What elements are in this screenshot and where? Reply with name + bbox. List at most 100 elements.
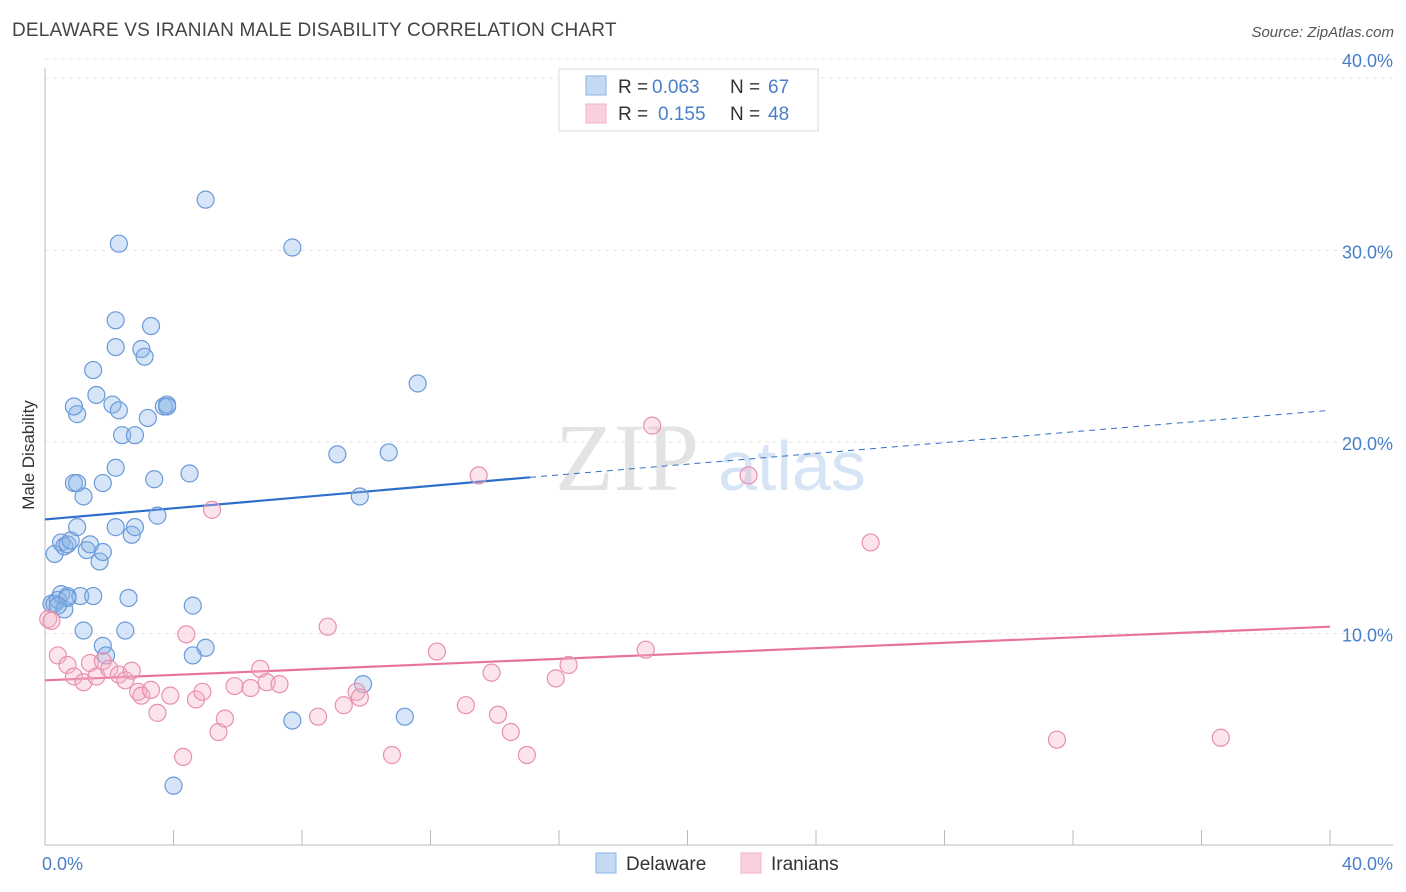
delaware-point-12 bbox=[68, 518, 87, 537]
iranians-point-31 bbox=[318, 617, 337, 636]
delaware-point-63 bbox=[48, 596, 67, 615]
delaware-point-66 bbox=[157, 397, 177, 416]
legend-r-label-2: R = bbox=[618, 104, 648, 125]
delaware-point-38 bbox=[135, 347, 154, 366]
iranians-point-11 bbox=[116, 671, 135, 690]
delaware-point-6 bbox=[45, 544, 64, 564]
delaware-point-60 bbox=[408, 374, 427, 393]
iranians-point-1 bbox=[42, 611, 61, 631]
bottom-legend: Delaware Iranians bbox=[595, 852, 839, 875]
iranians-point-43 bbox=[546, 669, 565, 688]
iranians-point-42 bbox=[517, 745, 536, 765]
delaware-point-20 bbox=[93, 473, 112, 493]
delaware-point-28 bbox=[109, 401, 128, 420]
iranians-point-49 bbox=[1047, 730, 1067, 749]
delaware-point-18 bbox=[87, 385, 106, 405]
iranians-point-40 bbox=[488, 705, 508, 724]
delaware-trend-extension bbox=[530, 409, 1331, 478]
legend-n-label-2: N = bbox=[730, 104, 760, 125]
delaware-point-51 bbox=[109, 234, 128, 253]
delaware-point-45 bbox=[164, 776, 183, 795]
chart-title: DELAWARE VS IRANIAN MALE DISABILITY CORR… bbox=[12, 20, 617, 41]
iranians-point-33 bbox=[347, 682, 366, 701]
iranians-point-38 bbox=[469, 466, 488, 485]
iranians-point-25 bbox=[225, 676, 244, 696]
y-axis-title: Male Disability bbox=[19, 400, 38, 510]
iranians-point-0 bbox=[39, 609, 58, 629]
delaware-point-41 bbox=[145, 470, 164, 489]
delaware-point-52 bbox=[106, 311, 125, 330]
bottom-legend-swatch-delaware bbox=[595, 852, 617, 874]
legend-r-value-2: 0.155 bbox=[658, 104, 706, 125]
chart-source: Source: ZipAtlas.com bbox=[1251, 24, 1394, 41]
delaware-point-65 bbox=[68, 473, 87, 493]
iranians-point-48 bbox=[861, 533, 880, 552]
bottom-legend-swatch-iranians bbox=[740, 852, 762, 874]
iranians-point-16 bbox=[148, 703, 167, 722]
watermark-zip: ZIP bbox=[555, 404, 699, 511]
iranians-point-47 bbox=[739, 466, 758, 485]
delaware-point-62 bbox=[58, 588, 77, 608]
iranians-point-34 bbox=[350, 688, 369, 707]
delaware-point-23 bbox=[64, 397, 84, 416]
iranians-point-30 bbox=[308, 707, 328, 726]
delaware-point-61 bbox=[74, 621, 93, 640]
x-tick-label-0: 0.0% bbox=[42, 854, 83, 874]
delaware-point-46 bbox=[180, 464, 199, 483]
x-tick-label-1: 40.0% bbox=[1342, 854, 1393, 874]
delaware-point-32 bbox=[116, 621, 135, 640]
iranians-point-17 bbox=[161, 686, 180, 705]
delaware-point-33 bbox=[119, 588, 138, 608]
iranians-point-44 bbox=[559, 655, 578, 675]
iranians-point-50 bbox=[1211, 728, 1230, 747]
legend-swatch-iranians bbox=[585, 103, 607, 124]
trend-lines bbox=[44, 409, 1331, 682]
delaware-point-54 bbox=[283, 711, 302, 730]
iranians-point-19 bbox=[177, 625, 196, 644]
iranians-point-26 bbox=[241, 678, 260, 698]
grid-lines bbox=[45, 58, 1392, 634]
delaware-point-58 bbox=[379, 443, 398, 462]
delaware-trend-line bbox=[44, 476, 531, 521]
legend-n-value-1: 67 bbox=[768, 77, 789, 98]
delaware-point-31 bbox=[112, 426, 132, 445]
delaware-point-64 bbox=[80, 535, 100, 554]
iranians-point-41 bbox=[501, 722, 520, 742]
iranians-point-39 bbox=[482, 663, 501, 682]
iranians-point-29 bbox=[270, 675, 289, 694]
delaware-point-40 bbox=[141, 316, 161, 336]
iranians-point-4 bbox=[64, 667, 84, 686]
delaware-point-35 bbox=[125, 426, 145, 445]
iranians-point-12 bbox=[122, 661, 141, 680]
iranians-point-22 bbox=[202, 500, 222, 519]
iranians-trend-line bbox=[44, 625, 1331, 682]
delaware-point-39 bbox=[138, 408, 157, 428]
delaware-point-17 bbox=[84, 360, 103, 380]
y-tick-label-2: 30.0% bbox=[1342, 243, 1393, 263]
iranians-point-45 bbox=[636, 640, 655, 659]
watermark: ZIP atlas bbox=[555, 404, 866, 511]
delaware-point-30 bbox=[106, 338, 125, 357]
axes: 10.0% 20.0% 30.0% 40.0% 0.0% 40.0% bbox=[42, 51, 1393, 874]
iranians-point-35 bbox=[382, 745, 402, 765]
delaware-point-24 bbox=[93, 636, 112, 655]
delaware-point-15 bbox=[77, 540, 96, 560]
delaware-point-16 bbox=[84, 586, 103, 606]
delaware-point-50 bbox=[196, 190, 215, 209]
iranians-point-36 bbox=[427, 642, 447, 661]
legend-r-value-1: 0.063 bbox=[652, 77, 700, 98]
delaware-point-59 bbox=[395, 707, 414, 726]
data-points bbox=[39, 190, 1230, 795]
iranians-point-2 bbox=[48, 646, 67, 665]
delaware-point-19 bbox=[90, 552, 109, 571]
y-tick-label-1: 20.0% bbox=[1342, 434, 1393, 454]
iranians-point-37 bbox=[456, 696, 475, 715]
delaware-point-55 bbox=[328, 445, 347, 464]
delaware-point-47 bbox=[183, 596, 202, 615]
delaware-point-36 bbox=[125, 518, 145, 537]
legend-n-value-2: 48 bbox=[768, 104, 789, 125]
bottom-legend-label-iranians: Iranians bbox=[771, 854, 839, 875]
delaware-point-49 bbox=[196, 638, 215, 657]
bottom-legend-label-delaware: Delaware bbox=[626, 854, 706, 875]
